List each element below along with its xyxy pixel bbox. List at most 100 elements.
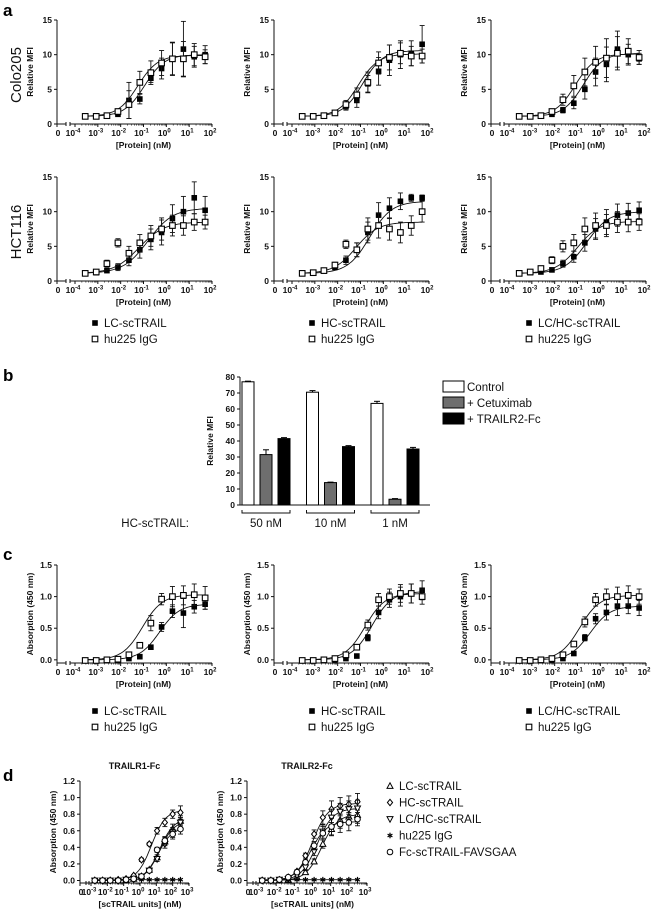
chart-title: TRAILR1-Fc xyxy=(109,761,161,771)
x-axis-label: [Protein] (nM) xyxy=(550,140,605,150)
legend-c-2: LC/HC-scTRAIL hu225 IgG xyxy=(525,706,621,734)
data-point xyxy=(614,593,621,600)
x-tick-exponent: -1 xyxy=(578,129,584,135)
x-tick-label: 10-4 xyxy=(283,128,298,138)
x-tick-exponent: 3 xyxy=(190,888,194,894)
data-point xyxy=(298,270,306,277)
data-point xyxy=(571,100,577,106)
x-tick-label: 103 xyxy=(359,887,372,897)
data-point xyxy=(169,876,176,883)
x-tick-label: 100 xyxy=(592,128,605,138)
data-point xyxy=(298,657,306,664)
data-point xyxy=(318,839,327,847)
data-point xyxy=(126,655,132,662)
asterisk-stroke xyxy=(169,877,176,882)
legend-marker xyxy=(91,335,99,343)
group-axis-title: HC-scTRAIL: xyxy=(121,518,189,530)
data-point xyxy=(258,877,266,884)
x-tick-label: 100 xyxy=(158,285,171,295)
x-tick-exponent: 0 xyxy=(601,129,605,135)
x-tick-base: 10 xyxy=(522,285,532,295)
chart-title: TRAILR2-Fc xyxy=(281,761,333,771)
data-point xyxy=(148,644,154,650)
x-tick-exponent: -2 xyxy=(121,668,127,674)
data-point xyxy=(310,842,318,849)
x-tick-base: 10 xyxy=(249,887,259,897)
x-tick-label: 102 xyxy=(164,887,177,897)
fit-curve xyxy=(262,821,358,881)
series-lc-sctrail xyxy=(82,598,208,664)
data-point xyxy=(353,805,362,813)
x-tick-label-zero: 0 xyxy=(273,667,278,677)
y-tick-label: 50 xyxy=(226,420,236,430)
x-tick-label: 10-2 xyxy=(328,128,343,138)
data-point xyxy=(571,253,577,260)
x-tick-base: 10 xyxy=(158,285,168,295)
data-point xyxy=(548,108,556,115)
group-bracket xyxy=(241,510,291,514)
legend-marker xyxy=(525,335,533,343)
data-point xyxy=(336,820,344,828)
data-point xyxy=(515,113,523,120)
bar xyxy=(241,381,255,506)
x-tick-label: 10-4 xyxy=(500,128,515,138)
x-tick-base: 10 xyxy=(421,667,431,677)
y-tick-label: 0 xyxy=(481,276,486,286)
x-tick-base: 10 xyxy=(305,128,315,138)
x-tick-base: 10 xyxy=(615,667,625,677)
x-tick-label: 10-2 xyxy=(111,667,126,677)
data-point xyxy=(81,270,89,277)
y-axis-label: Absorption (450 nm) xyxy=(25,573,35,656)
legend-label: HC-scTRAIL xyxy=(399,798,464,810)
data-point xyxy=(582,86,588,93)
x-tick-base: 10 xyxy=(88,667,98,677)
x-tick-base: 10 xyxy=(545,667,555,677)
x-tick-exponent: 1 xyxy=(407,286,411,292)
legend-c-1: HC-scTRAIL hu225 IgG xyxy=(308,706,386,734)
legend-label: LC/HC-scTRAIL xyxy=(399,814,482,826)
legend-label: HC-scTRAIL xyxy=(321,318,386,330)
x-tick-exponent: 1 xyxy=(624,129,628,135)
bar xyxy=(259,454,273,506)
x-tick-base: 10 xyxy=(66,667,76,677)
legend-label: hu225 IgG xyxy=(321,334,375,346)
x-tick-base: 10 xyxy=(500,285,510,295)
series-hu225-igg xyxy=(515,36,643,120)
data-point xyxy=(353,643,361,651)
x-tick-exponent: 1 xyxy=(624,286,628,292)
y-axis-label: Absorption (450 nm) xyxy=(459,573,469,656)
legend-label: LC/HC-scTRAIL xyxy=(538,706,621,718)
x-tick-exponent: -1 xyxy=(144,668,150,674)
data-point xyxy=(570,82,578,90)
x-tick-label: 101 xyxy=(398,667,411,677)
y-tick-label: 0.5 xyxy=(40,623,52,633)
x-tick-label: 100 xyxy=(375,128,388,138)
y-tick-label: 0.2 xyxy=(230,859,242,869)
x-tick-base: 10 xyxy=(181,128,191,138)
data-point xyxy=(177,808,184,817)
x-tick-label: 10-4 xyxy=(283,285,298,295)
asterisk-stroke xyxy=(162,877,168,882)
x-tick-exponent: 2 xyxy=(430,129,434,135)
data-point xyxy=(125,651,133,659)
x-tick-label: 10-2 xyxy=(545,667,560,677)
bar xyxy=(406,448,420,506)
x-tick-base: 10 xyxy=(328,667,338,677)
x-tick-label: 10-4 xyxy=(500,667,515,677)
x-tick-label-zero: 0 xyxy=(490,128,495,138)
data-point xyxy=(92,113,100,120)
fit-curve xyxy=(94,829,181,881)
data-point xyxy=(138,873,145,880)
x-tick-exponent: -3 xyxy=(532,286,538,292)
data-point xyxy=(408,195,415,201)
data-point xyxy=(202,207,208,214)
data-point xyxy=(386,54,393,61)
x-tick-exponent: 2 xyxy=(647,129,651,135)
data-point xyxy=(581,618,589,626)
legend-marker xyxy=(386,798,394,807)
legend-c-0: LC-scTRAIL hu225 IgG xyxy=(91,706,167,734)
data-point xyxy=(293,868,301,876)
